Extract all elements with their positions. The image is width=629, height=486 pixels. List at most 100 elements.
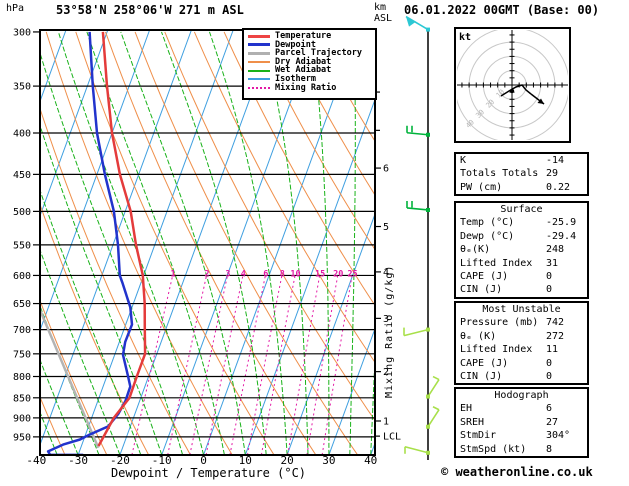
pressure-tick-label: 950: [13, 432, 31, 443]
row-value: 0: [546, 284, 553, 296]
row-value: 248: [546, 244, 565, 256]
legend-swatch-2: [248, 51, 270, 55]
mixing-ratio-label: 25: [347, 269, 357, 279]
page-title: 53°58'N 258°06'W 271 m ASL: [56, 3, 244, 17]
row-label: EH: [460, 403, 473, 415]
hodograph-unit-label: kt: [459, 32, 471, 43]
row-value: 0: [546, 270, 553, 282]
parcel-trajectory-curve: [40, 308, 100, 449]
km-tick-label: 6: [383, 164, 389, 175]
row-label: CAPE (J): [460, 270, 509, 282]
row-value: 0.22: [546, 181, 571, 193]
table-row: PW (cm) 0.22: [456, 181, 587, 194]
row-value: 31: [546, 257, 559, 269]
plot-border: [39, 29, 376, 456]
row-value: 8: [546, 443, 553, 455]
row-value: 6: [546, 403, 553, 415]
legend-swatch-4: [248, 69, 270, 72]
row-label: Temp (°C): [460, 217, 515, 229]
km-tick-label: 3: [383, 314, 389, 325]
pressure-tick-label: 650: [13, 299, 31, 310]
mixing-ratio-label: 2: [204, 269, 209, 279]
wind-barb: [426, 375, 440, 399]
wind-barb: [403, 327, 430, 337]
table-title: Most Unstable: [482, 304, 561, 315]
stats-table-surface: Surface Temp (°C) -25.9 Dewp (°C) -29.4 θₑ(K)…: [454, 201, 589, 299]
mixing-ratio-label: 15: [315, 269, 325, 279]
hodograph-arrowhead: [537, 98, 544, 104]
mixing-ratio-label: 3: [225, 269, 230, 279]
table-row: CIN (J) 0: [456, 283, 587, 296]
mixing-ratio-label: 6: [263, 269, 268, 279]
row-label: Pressure (mb): [460, 317, 539, 329]
legend-label: Dry Adiabat: [275, 56, 332, 67]
row-label: SREH: [460, 416, 485, 428]
temp-axis-label: Dewpoint / Temperature (°C): [110, 466, 307, 480]
table-row: CAPE (J) 0: [456, 270, 587, 283]
pressure-tick-labels: 300 350 400 450 500 550 600 650 700 750 800 850 900 9…: [13, 27, 40, 443]
table-row: θₑ(K) 248: [456, 243, 587, 256]
table-row: K -14: [456, 154, 587, 167]
table-row: StmDir 304°: [456, 429, 587, 442]
temp-tick-label: -30: [68, 454, 88, 467]
row-value: -25.9: [546, 217, 577, 229]
table-row: Dewp (°C) -29.4: [456, 230, 587, 243]
dewpoint-curve: [46, 31, 134, 455]
mixing-ratio-labels: 1 2 3 4 6 8 10 15 20 25: [171, 269, 358, 279]
row-value: 29: [546, 168, 559, 180]
legend-item: Dewpoint: [244, 40, 375, 50]
table-row: Temp (°C) -25.9: [456, 216, 587, 229]
pressure-tick-label: 450: [13, 170, 31, 181]
row-value: 272: [546, 330, 565, 342]
table-row: CAPE (J) 0: [456, 357, 587, 370]
stats-table-indices: K -14 Totals Totals 29 PW (cm) 0.22: [454, 152, 589, 197]
legend-label: Parcel Trajectory: [275, 48, 362, 59]
row-value: 0: [546, 370, 553, 382]
row-value: 11: [546, 344, 559, 356]
row-label: PW (cm): [460, 181, 503, 193]
stats-table-most-unstable: Most Unstable Pressure (mb) 742 θₑ (K) 272 Li…: [454, 301, 589, 386]
wind-barb: [406, 200, 430, 212]
row-value: -14: [546, 155, 565, 166]
legend-swatch-0: [248, 34, 270, 38]
temperature-curve: [97, 31, 147, 447]
altitude-unit-label: km ASL: [374, 2, 393, 24]
pressure-tick-label: 700: [13, 325, 31, 336]
pressure-tick-label: 500: [13, 207, 31, 218]
row-label: θₑ(K): [460, 244, 491, 256]
temp-tick-label: -40: [26, 454, 46, 467]
km-tick-label: 4: [383, 267, 389, 278]
legend-item: Mixing Ratio: [244, 83, 375, 93]
table-title: Hodograph: [494, 390, 549, 401]
wind-barb: [406, 125, 430, 137]
table-row: Totals Totals 29: [456, 167, 587, 180]
row-label: CAPE (J): [460, 357, 509, 369]
row-label: StmSpd (kt): [460, 443, 527, 455]
pressure-tick-label: 350: [13, 82, 31, 93]
hodograph-ring-label: 20: [485, 98, 497, 110]
temp-tick-label: 20: [280, 454, 293, 467]
pressure-tick-label: 750: [13, 349, 31, 360]
mixing-ratio-label: 1: [171, 269, 176, 279]
mixing-ratio-label: 20: [333, 269, 343, 279]
stats-table-hodograph: Hodograph EH 6 SREH 27 StmDir 304° StmSpd (kt) 8: [454, 387, 589, 458]
legend-item: Isotherm: [244, 75, 375, 84]
table-row: EH 6: [456, 402, 587, 415]
mixing-ratio-label: 10: [290, 269, 300, 279]
table-row: Lifted Index 31: [456, 257, 587, 270]
lcl-label: LCL: [383, 432, 401, 443]
row-label: Lifted Index: [460, 344, 533, 356]
mixing-ratio-axis-label: Mixing Ratio (g/kg): [384, 264, 395, 398]
row-label: CIN (J): [460, 370, 503, 382]
temp-tick-label: -10: [152, 454, 172, 467]
row-value: 27: [546, 416, 559, 428]
legend-item: Temperature: [244, 32, 375, 41]
hodograph-ring-label: 10: [495, 88, 507, 100]
wind-barb: [405, 15, 430, 32]
legend-swatch-5: [248, 78, 270, 81]
mixing-ratio-lines: [131, 275, 353, 455]
pressure-tick-label: 600: [13, 271, 31, 282]
